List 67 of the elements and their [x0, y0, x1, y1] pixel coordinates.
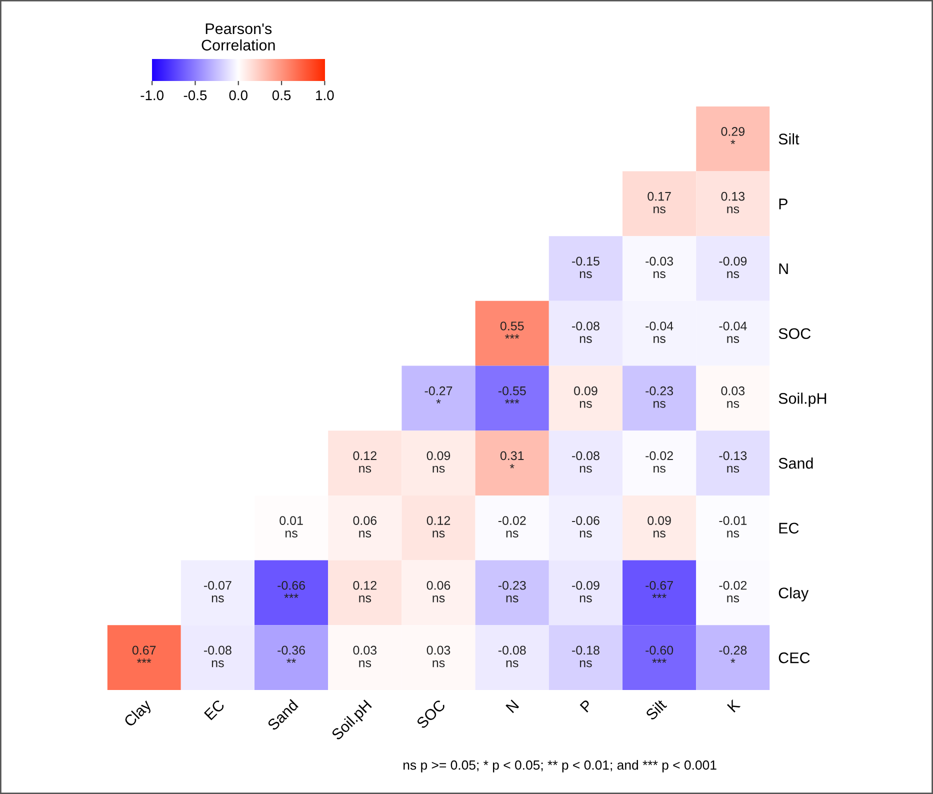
data-label: -0.28 *	[719, 646, 747, 663]
data-label: -0.67 ***	[646, 580, 673, 598]
data-label: -0.06 ns	[572, 516, 600, 538]
data-label: -0.02 ns	[719, 580, 747, 602]
y-tick-label: Clay	[778, 587, 809, 602]
data-label: -0.18 ns	[572, 646, 600, 668]
color-bar-label: 0.0	[229, 90, 248, 100]
color-bar-title: Pearson's Correlation	[202, 23, 275, 51]
color-bar-label: -1.0	[140, 90, 164, 100]
y-tick-label: SOC	[778, 328, 811, 340]
data-label: 0.31 *	[500, 451, 524, 468]
y-tick-label: Sand	[778, 458, 813, 469]
data-label: -0.03 ns	[646, 256, 674, 278]
data-label: -0.08 ns	[572, 322, 600, 343]
x-tick-label: Silt	[644, 698, 668, 721]
data-label: 0.12 ns	[353, 451, 376, 473]
data-label: 0.55 ***	[500, 322, 524, 339]
data-label: -0.04 ns	[646, 322, 674, 343]
data-label: -0.09 ns	[719, 256, 747, 278]
text: ns p >= 0.05; * p < 0.05; ** p < 0.01; and *** p < 0.001	[404, 760, 716, 772]
data-label: 0.12 ns	[353, 580, 376, 602]
data-label: -0.27 *	[424, 386, 452, 404]
x-tick-label: N	[506, 700, 520, 714]
data-label: -0.04 ns	[719, 322, 747, 343]
data-label: 0.67 ***	[132, 646, 156, 663]
data-label: 0.06 ns	[353, 516, 377, 538]
data-label: -0.08 ns	[572, 451, 600, 473]
data-label: -0.60 ***	[646, 646, 674, 663]
x-tick-label: EC	[204, 699, 226, 720]
data-label: 0.06 ns	[426, 580, 450, 602]
data-label: -0.08 ns	[498, 646, 526, 668]
x-tick-label: K	[727, 698, 741, 712]
y-tick-label: N	[779, 264, 788, 274]
data-label: 0.09 ns	[574, 386, 598, 408]
data-label: -0.08 ns	[204, 646, 232, 668]
data-label: -0.13 ns	[719, 451, 747, 473]
x-tick-label: Clay	[123, 698, 154, 730]
data-label: -0.01 ns	[719, 516, 747, 538]
data-label: -0.02 ns	[498, 516, 526, 538]
x-tick-label: P	[580, 699, 593, 712]
y-tick-label: EC	[779, 522, 799, 534]
y-tick-label: P	[779, 198, 788, 210]
data-label: 0.01 ns	[280, 516, 303, 538]
data-label: -0.66 ***	[278, 580, 305, 598]
data-label: 0.13 ns	[721, 192, 745, 214]
y-tick-label: Soil.pH	[778, 392, 826, 407]
color-bar-label: 0.5	[272, 90, 291, 100]
color-bar-label: -0.5	[184, 90, 207, 100]
data-label: 0.09 ns	[426, 451, 450, 473]
data-label: -0.09 ns	[572, 580, 600, 602]
data-label: 0.17 ns	[648, 192, 671, 214]
data-label: -0.23 ns	[498, 580, 526, 602]
data-label: -0.02 ns	[646, 451, 673, 473]
data-label: 0.03 ns	[426, 646, 450, 668]
data-label: 0.03 ns	[721, 386, 745, 408]
data-label: 0.29 *	[721, 127, 744, 144]
data-label: 0.03 ns	[353, 646, 377, 668]
data-label: -0.36 **	[278, 646, 305, 663]
data-label: -0.55 ***	[498, 386, 526, 404]
y-tick-label: Silt	[778, 133, 800, 145]
data-label: -0.23 ns	[646, 386, 674, 408]
data-label: 0.09 ns	[648, 516, 671, 538]
data-label: 0.12 ns	[426, 516, 450, 538]
data-label: -0.15 ns	[572, 256, 600, 278]
y-tick-label: CEC	[778, 652, 810, 664]
data-label: -0.07 ns	[204, 580, 232, 602]
color-bar-label: 1.0	[316, 90, 334, 100]
